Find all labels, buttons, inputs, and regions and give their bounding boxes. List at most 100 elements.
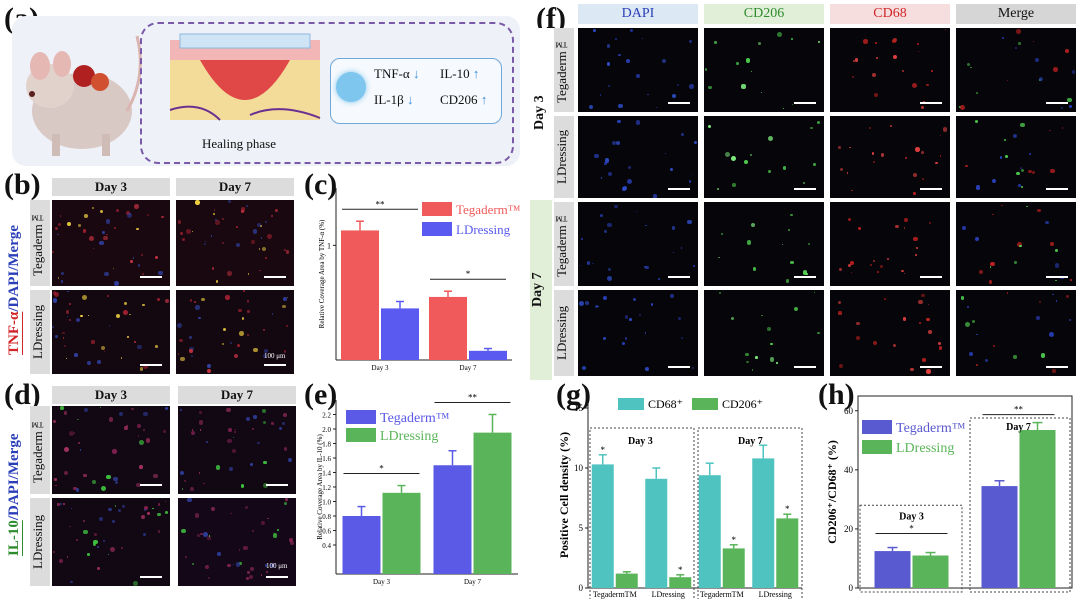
cell-signal-dot — [141, 253, 144, 257]
cytokine-il10: IL-10 ↑ — [440, 66, 480, 81]
scale-bar — [140, 276, 162, 278]
panel-f-row-label-4: LDressing — [554, 290, 574, 376]
cell-signal-dot — [222, 342, 225, 346]
cell-signal-dot — [676, 84, 679, 86]
cell-signal-dot — [134, 204, 139, 209]
cell-signal-dot — [770, 342, 773, 346]
cell-signal-dot — [252, 229, 258, 234]
cell-signal-dot — [70, 581, 73, 584]
cell-signal-dot — [803, 271, 807, 275]
cell-signal-dot — [1016, 171, 1020, 176]
cell-signal-dot — [55, 484, 57, 486]
cell-signal-dot — [251, 427, 254, 430]
cell-signal-dot — [233, 430, 236, 433]
cell-signal-dot — [236, 243, 241, 248]
cell-signal-dot — [921, 177, 925, 181]
cell-signal-dot — [629, 318, 632, 321]
cell-signal-dot — [1035, 58, 1040, 63]
cell-signal-dot — [617, 119, 621, 124]
cell-signal-dot — [905, 156, 908, 159]
cell-signal-dot — [83, 407, 89, 413]
cell-signal-dot — [66, 316, 68, 318]
cell-signal-dot — [903, 218, 908, 222]
scale-bar — [668, 366, 690, 368]
cell-signal-dot — [920, 150, 924, 154]
cell-signal-dot — [127, 336, 130, 339]
cell-signal-dot — [850, 261, 855, 265]
cell-signal-dot — [839, 168, 844, 172]
group-label: Day 7 — [1006, 422, 1031, 433]
cell-signal-dot — [707, 124, 712, 129]
panel-f-row-label-1: Tegaderm™ — [554, 28, 574, 112]
cell-signal-dot — [604, 162, 607, 165]
cell-signal-dot — [645, 265, 649, 270]
cell-signal-dot — [958, 105, 961, 108]
cell-signal-dot — [249, 567, 254, 572]
cell-signal-dot — [761, 92, 763, 94]
cell-signal-dot — [1001, 36, 1005, 39]
cell-signal-dot — [850, 271, 853, 274]
cell-signal-dot — [754, 356, 758, 359]
x-tick-label: TegadermTM — [593, 590, 637, 599]
cell-signal-dot — [1052, 369, 1056, 373]
cell-signal-dot — [246, 310, 250, 314]
cell-signal-dot — [1052, 293, 1054, 296]
bar — [698, 475, 721, 588]
scale-bar — [140, 484, 162, 486]
cell-signal-dot — [644, 332, 646, 334]
cell-signal-dot — [976, 334, 978, 336]
cell-signal-dot — [678, 316, 682, 320]
scale-bar — [920, 188, 942, 190]
cell-signal-dot — [143, 509, 146, 512]
cell-signal-dot — [252, 530, 255, 533]
cell-signal-dot — [203, 532, 209, 538]
cell-signal-dot — [107, 295, 110, 298]
cell-signal-dot — [184, 556, 187, 559]
panel-f-row-label-3: Tegaderm™ — [554, 202, 574, 286]
panel-f-row-label-2: LDressing — [554, 116, 574, 198]
cell-signal-dot — [77, 441, 80, 444]
cell-signal-dot — [718, 256, 720, 258]
cell-signal-dot — [1055, 300, 1058, 302]
cell-signal-dot — [142, 273, 144, 275]
cell-signal-dot — [179, 408, 183, 412]
cell-signal-dot — [599, 213, 603, 217]
cell-signal-dot — [608, 267, 611, 271]
panel-d-row-tegaderm: Tegaderm™ — [30, 406, 50, 494]
panel-b-day3-header: Day 3 — [52, 178, 170, 196]
cell-signal-dot — [243, 290, 246, 293]
day-group-label-7: Day 7 — [530, 200, 552, 380]
cell-signal-dot — [241, 484, 245, 488]
cell-signal-dot — [1018, 184, 1021, 187]
cell-signal-dot — [126, 424, 129, 427]
significance-mark: * — [379, 464, 384, 474]
cell-signal-dot — [916, 247, 919, 250]
micrograph-il10-tegaderm-day7 — [178, 406, 296, 494]
cell-signal-dot — [215, 280, 218, 283]
micrograph-il10-tegaderm-day3 — [52, 406, 170, 494]
x-tick-label: TegadermTM — [700, 590, 744, 599]
cell-signal-dot — [1004, 154, 1008, 158]
cell-signal-dot — [912, 173, 917, 178]
legend-label: CD206⁺ — [722, 397, 763, 411]
cell-signal-dot — [180, 231, 184, 235]
cell-signal-dot — [903, 226, 906, 229]
cell-signal-dot — [198, 316, 201, 319]
legend-swatch — [422, 202, 452, 216]
cell-signal-dot — [785, 279, 790, 284]
cell-signal-dot — [156, 297, 161, 302]
cell-signal-dot — [260, 237, 262, 239]
cell-signal-dot — [846, 172, 849, 174]
cell-signal-dot — [199, 429, 202, 432]
cell-signal-dot — [102, 230, 106, 235]
cell-signal-dot — [721, 232, 723, 235]
cell-signal-dot — [731, 156, 737, 162]
cell-signal-dot — [625, 337, 628, 340]
cell-signal-dot — [873, 340, 878, 345]
scale-bar — [920, 366, 942, 368]
cell-signal-dot — [207, 576, 211, 580]
cell-signal-dot — [86, 360, 92, 366]
cell-signal-dot — [607, 172, 612, 177]
cell-signal-dot — [918, 321, 921, 325]
panel-b-row-tegaderm: Tegaderm™ — [30, 200, 50, 286]
